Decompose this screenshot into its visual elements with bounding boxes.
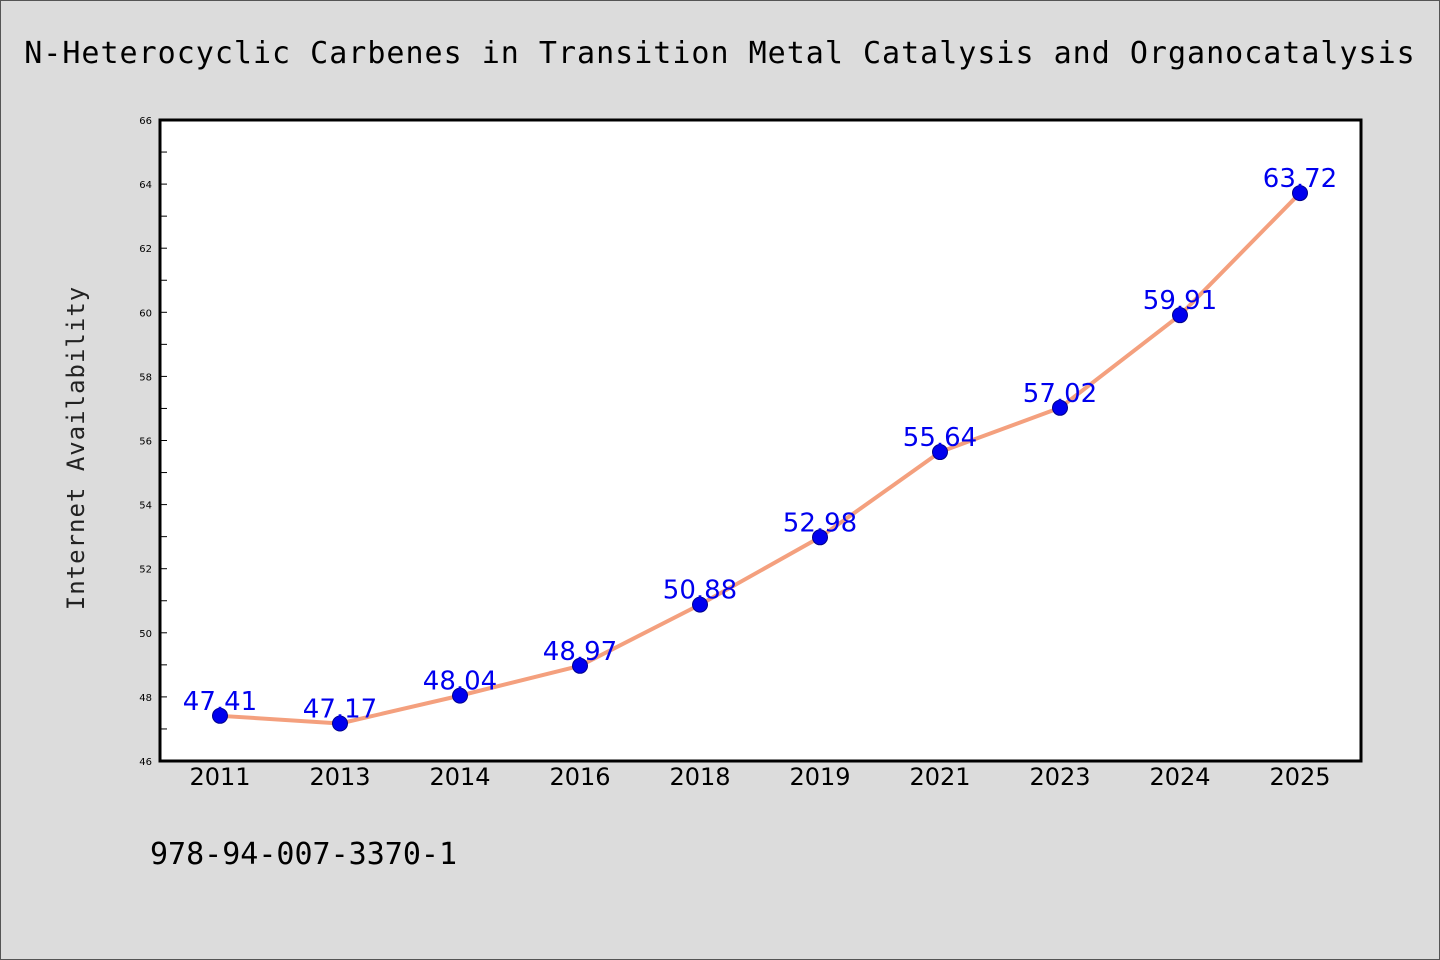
x-tick-label: 2014 xyxy=(429,763,490,791)
x-axis: 2011 2013 2014 2016 2018 2019 2021 2023 2024 2025 xyxy=(189,763,1330,791)
x-tick-label: 2011 xyxy=(189,763,250,791)
plot-area xyxy=(158,118,1363,763)
data-label: 57.02 xyxy=(1023,379,1097,409)
x-tick-label: 2013 xyxy=(309,763,370,791)
data-label: 48.04 xyxy=(423,667,497,697)
x-tick-label: 2018 xyxy=(669,763,730,791)
y-tick-label: 60 xyxy=(139,308,152,319)
y-tick-label: 54 xyxy=(139,501,152,512)
x-tick-label: 2025 xyxy=(1269,763,1330,791)
y-tick-label: 66 xyxy=(139,116,152,127)
data-point xyxy=(692,596,708,613)
data-label: 52.98 xyxy=(783,508,857,538)
data-label: 47.17 xyxy=(303,695,377,725)
data-label: 63.72 xyxy=(1263,164,1337,194)
y-tick-label: 52 xyxy=(139,565,152,576)
data-label: 59.91 xyxy=(1143,286,1217,316)
x-tick-label: 2021 xyxy=(909,763,970,791)
data-point xyxy=(452,687,468,704)
chart-title: N-Heterocyclic Carbenes in Transition Me… xyxy=(24,36,1416,71)
data-label: 50.88 xyxy=(663,576,737,606)
series-layer: 47.41 47.17 48.04 48.97 50.88 52.98 55.64 57.02… xyxy=(183,164,1337,732)
y-tick-label: 62 xyxy=(139,244,152,255)
x-tick-label: 2023 xyxy=(1029,763,1090,791)
y-axis: 46 48 50 52 54 56 58 60 62 64 66 xyxy=(139,116,167,768)
x-tick-label: 2024 xyxy=(1149,763,1210,791)
data-point xyxy=(1052,399,1068,416)
data-label: 47.41 xyxy=(183,687,257,717)
isbn-text: 978-94-007-3370-1 xyxy=(150,837,457,872)
x-tick-label: 2016 xyxy=(549,763,610,791)
data-point xyxy=(812,529,828,546)
y-axis-label: Internet Availability xyxy=(62,286,90,610)
x-tick-label: 2019 xyxy=(789,763,850,791)
data-point xyxy=(932,444,948,461)
data-point xyxy=(1172,307,1188,324)
y-tick-label: 56 xyxy=(139,437,152,448)
y-tick-label: 64 xyxy=(139,180,152,191)
data-point xyxy=(1292,185,1308,202)
data-label: 48.97 xyxy=(543,637,617,667)
data-point xyxy=(572,657,588,674)
y-tick-label: 48 xyxy=(139,693,152,704)
data-label: 55.64 xyxy=(903,423,977,453)
y-tick-label: 50 xyxy=(139,629,152,640)
y-tick-label: 46 xyxy=(139,757,152,768)
y-tick-label: 58 xyxy=(139,372,152,383)
data-point xyxy=(212,707,228,724)
series-line xyxy=(218,191,1302,726)
data-point xyxy=(332,715,348,732)
